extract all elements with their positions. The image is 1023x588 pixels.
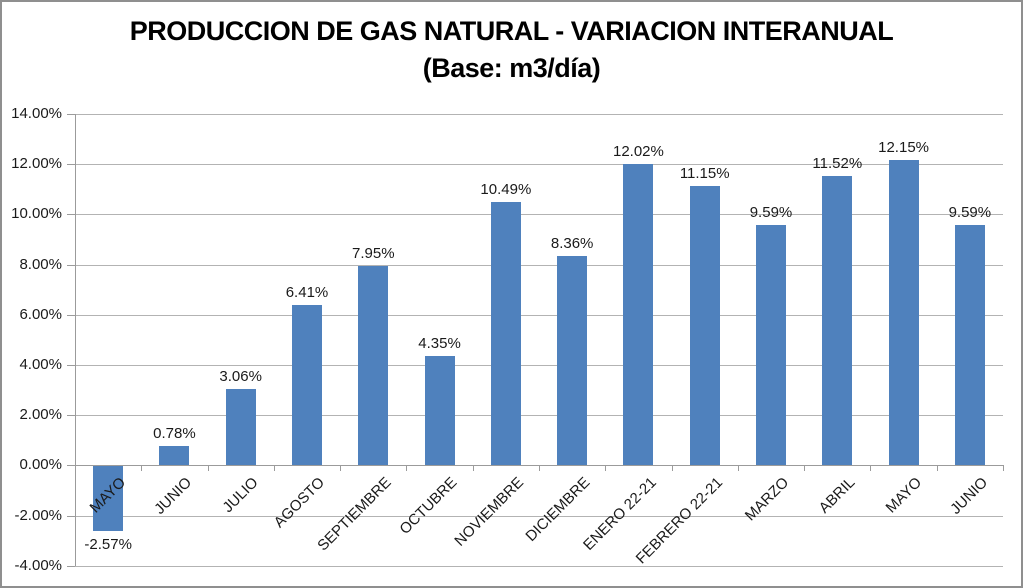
- y-axis-tick-label: -4.00%: [14, 556, 62, 574]
- x-category-label: DICIEMBRE: [522, 474, 594, 545]
- x-axis-tick: [273, 465, 275, 472]
- bar-value-label: -2.57%: [84, 535, 132, 553]
- y-axis-tick-label: 14.00%: [11, 105, 62, 122]
- bar-value-label: 4.35%: [418, 335, 461, 353]
- bar-value-label: 7.95%: [352, 244, 395, 262]
- y-axis-tick-label: 4.00%: [19, 356, 62, 373]
- bar: [358, 265, 389, 466]
- y-axis-tick-label: 0.00%: [19, 456, 62, 474]
- y-gridline: [75, 415, 1003, 417]
- x-category-label: JULIO: [219, 474, 262, 517]
- x-axis-tick: [1003, 465, 1004, 472]
- x-axis-tick: [804, 465, 806, 472]
- y-axis-tick-label: 10.00%: [11, 205, 62, 223]
- x-axis-tick: [936, 465, 938, 472]
- bar: [822, 176, 853, 466]
- bar: [225, 388, 256, 466]
- x-axis-tick: [75, 465, 76, 472]
- y-axis-tick: [67, 565, 75, 567]
- chart-title-line1: PRODUCCION DE GAS NATURAL - VARIACION IN…: [129, 16, 894, 46]
- x-category-label: MARZO: [741, 474, 793, 525]
- bar-value-label: 11.15%: [679, 164, 730, 182]
- y-gridline: [75, 314, 1003, 316]
- x-category-label: AGOSTO: [270, 474, 329, 532]
- x-axis-tick: [671, 465, 673, 472]
- bar: [93, 466, 124, 531]
- bar: [557, 255, 588, 466]
- x-axis-tick: [207, 465, 209, 472]
- y-axis-tick: [67, 114, 75, 115]
- y-axis-tick-label: 2.00%: [19, 406, 62, 424]
- bar: [689, 185, 720, 466]
- y-axis-line: [75, 114, 76, 566]
- y-gridline: [75, 164, 1003, 166]
- x-axis-tick: [539, 465, 540, 472]
- y-axis-tick: [67, 214, 75, 216]
- x-axis-tick: [406, 465, 408, 472]
- y-axis-tick-label: 6.00%: [19, 305, 62, 323]
- x-category-label: ABRIL: [815, 474, 859, 517]
- bar-value-label: 0.78%: [153, 424, 196, 442]
- y-gridline: [75, 565, 1003, 567]
- chart-title-line2: (Base: m3/día): [422, 53, 601, 83]
- bar-value-label: 6.41%: [285, 283, 329, 301]
- bar-value-label: 9.59%: [948, 203, 992, 221]
- x-axis-tick: [605, 465, 607, 472]
- chart-title: PRODUCCION DE GAS NATURAL - VARIACION IN…: [0, 13, 1023, 87]
- bar: [490, 202, 521, 466]
- bar-value-label: 10.49%: [480, 181, 532, 199]
- bar: [159, 445, 190, 466]
- y-gridline: [75, 114, 1003, 115]
- bar: [424, 356, 455, 466]
- y-axis-tick-label: 8.00%: [19, 255, 62, 273]
- bar: [954, 224, 985, 466]
- bar-value-label: 12.02%: [612, 142, 664, 160]
- bar: [623, 163, 654, 466]
- y-axis-tick: [67, 415, 75, 417]
- y-gridline: [75, 365, 1003, 366]
- bar-value-label: 9.59%: [749, 203, 793, 221]
- x-category-label: NOVIEMBRE: [451, 474, 527, 550]
- y-gridline: [75, 214, 1003, 216]
- y-axis-tick: [67, 515, 75, 517]
- bar-value-label: 12.15%: [878, 139, 929, 157]
- y-gridline: [75, 515, 1003, 517]
- y-axis-tick: [67, 365, 75, 366]
- x-category-label: MAYO: [882, 474, 925, 517]
- y-axis-tick-label: 12.00%: [11, 155, 62, 173]
- y-axis-tick: [67, 465, 75, 467]
- bar-value-label: 8.36%: [550, 234, 594, 252]
- y-axis-tick: [67, 314, 75, 316]
- bar-value-label: 11.52%: [812, 155, 863, 173]
- y-axis-tick: [67, 264, 75, 266]
- x-axis-tick: [472, 465, 474, 472]
- x-axis-tick: [340, 465, 342, 472]
- bar: [888, 160, 919, 466]
- y-axis-tick-label: -2.00%: [14, 506, 62, 524]
- y-axis-tick: [67, 164, 75, 166]
- y-gridline: [75, 264, 1003, 266]
- bar: [756, 224, 786, 466]
- x-category-label: JUNIO: [151, 474, 196, 518]
- x-axis-tick: [870, 465, 872, 472]
- bar-value-label: 3.06%: [219, 367, 262, 385]
- x-category-label: JUNIO: [947, 474, 991, 518]
- x-axis-tick: [737, 465, 739, 472]
- x-axis-tick: [141, 465, 143, 472]
- x-category-label: OCTUBRE: [396, 474, 461, 538]
- bar: [292, 304, 322, 466]
